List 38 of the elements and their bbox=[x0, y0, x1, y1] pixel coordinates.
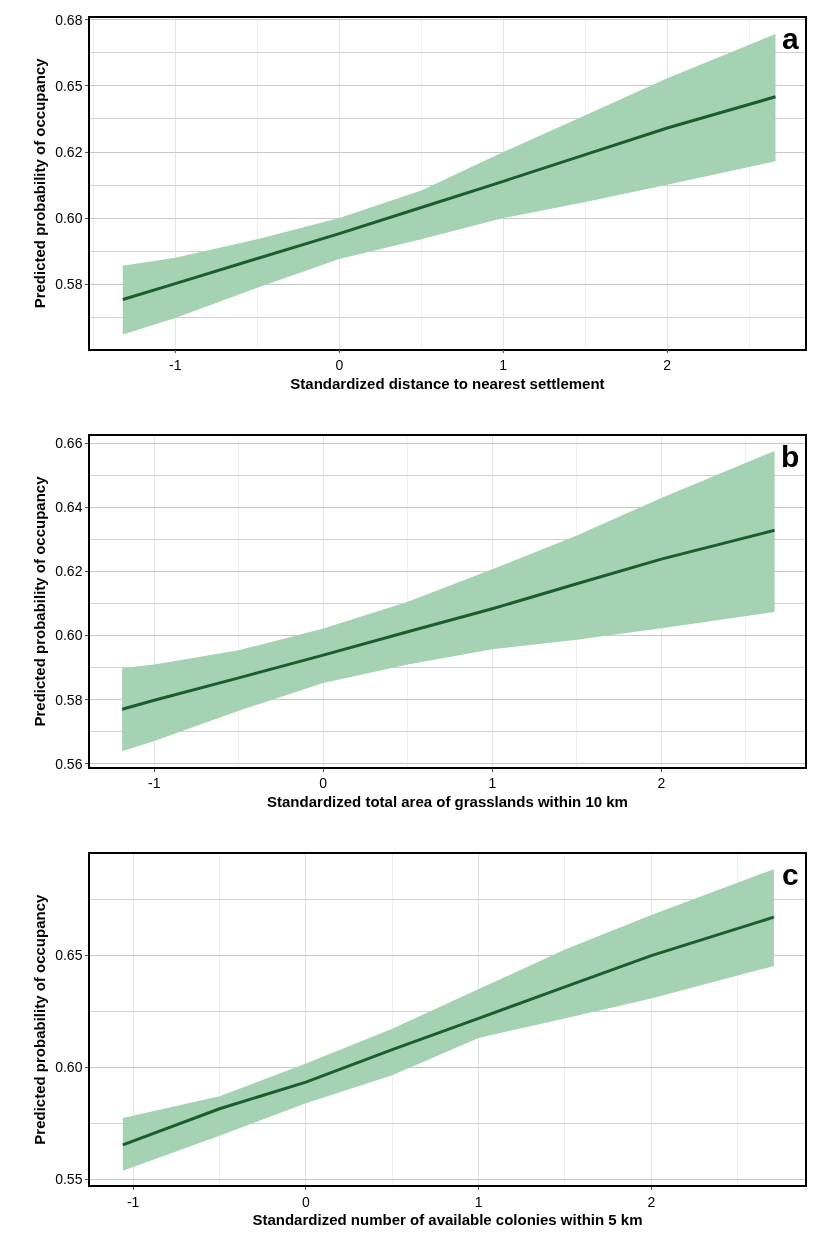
y-tick-label: 0.62 bbox=[55, 143, 83, 160]
x-tick-label: 1 bbox=[499, 357, 508, 374]
annotation: b bbox=[781, 440, 800, 473]
x-tick-label: 2 bbox=[647, 1193, 656, 1210]
x-tick-label: 1 bbox=[474, 1193, 483, 1210]
x-axis-title: Standardized total area of grasslands within 10 km bbox=[267, 792, 628, 810]
y-tick-label: 0.66 bbox=[55, 435, 83, 452]
y-axis-title: Predicted probability of occupancy bbox=[30, 57, 48, 309]
y-tick-label: 0.55 bbox=[55, 1171, 83, 1188]
y-tick-label: 0.58 bbox=[55, 691, 83, 708]
y-axis-title: Predicted probability of occupancy bbox=[30, 894, 48, 1145]
y-tick-label: 0.60 bbox=[55, 1059, 83, 1076]
y-tick-label: 0.65 bbox=[55, 947, 83, 964]
line-series bbox=[121, 95, 777, 301]
x-tick-label: -1 bbox=[169, 357, 182, 374]
y-tick-label: 0.65 bbox=[55, 77, 83, 94]
y-tick-label: 0.58 bbox=[55, 276, 83, 293]
line-series bbox=[121, 915, 776, 1147]
x-tick-label: 2 bbox=[663, 357, 672, 374]
x-tick-label: 1 bbox=[488, 775, 497, 792]
x-tick-label: 0 bbox=[319, 775, 328, 792]
y-tick-label: 0.56 bbox=[55, 755, 83, 772]
x-tick-label: -1 bbox=[126, 1193, 140, 1210]
y-tick-label: 0.60 bbox=[55, 209, 83, 226]
line-series bbox=[120, 528, 777, 711]
y-tick-label: 0.60 bbox=[55, 627, 83, 644]
x-tick-label: 0 bbox=[301, 1193, 310, 1210]
x-tick-label: 2 bbox=[657, 775, 666, 792]
y-tick-label: 0.62 bbox=[55, 563, 83, 580]
x-axis-title: Standardized number of available colonies within 5 km bbox=[252, 1211, 643, 1229]
annotation: a bbox=[782, 22, 799, 55]
y-tick-label: 0.64 bbox=[55, 499, 83, 516]
y-axis-title: Predicted probability of occupancy bbox=[30, 475, 48, 727]
y-tick-label: 0.68 bbox=[55, 11, 83, 28]
x-tick-label: -1 bbox=[148, 775, 161, 792]
x-axis-title: Standardized distance to nearest settlement bbox=[290, 374, 605, 392]
annotation: c bbox=[782, 858, 799, 891]
x-tick-label: 0 bbox=[335, 357, 344, 374]
